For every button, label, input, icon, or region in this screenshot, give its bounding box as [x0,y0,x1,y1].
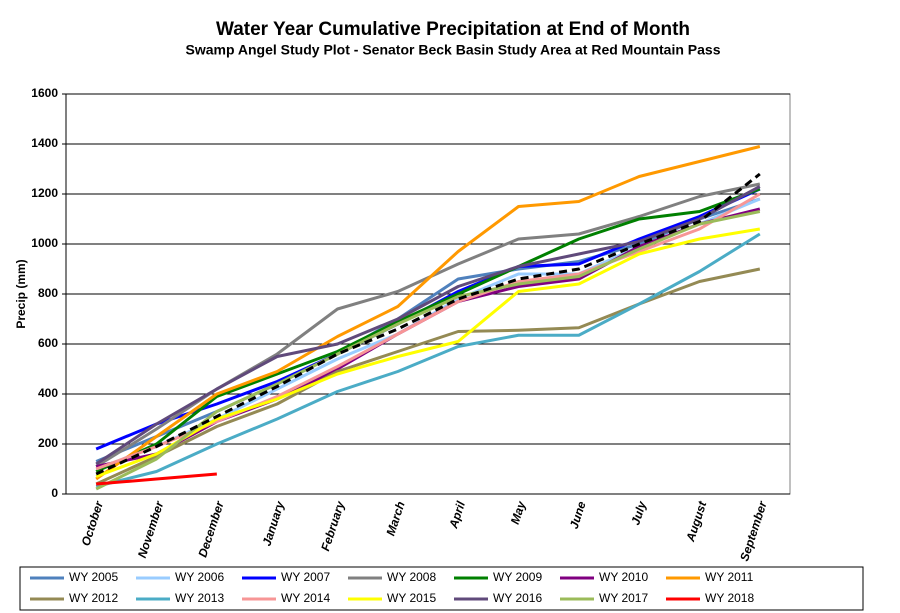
series-line [95,187,761,473]
x-tick-label: July [628,498,649,526]
y-tick-label: 200 [38,436,58,450]
x-tick-label: December [195,498,227,559]
chart-title: Water Year Cumulative Precipitation at E… [216,19,690,40]
legend-label: WY 2015 [387,591,436,605]
y-tick-label: 1600 [31,86,58,100]
y-tick-label: 800 [38,286,58,300]
chart-subtitle: Swamp Angel Study Plot - Senator Beck Ba… [186,42,721,58]
legend-label: WY 2006 [175,570,224,584]
x-tick-label: June [567,499,589,530]
series-line [95,185,761,466]
x-tick-label: October [79,498,107,547]
legend-label: WY 2018 [705,591,754,605]
legend-box [19,566,864,611]
y-tick-label: 0 [51,486,58,500]
x-tick-label: August [683,499,710,545]
series-line [95,182,761,468]
legend-label: WY 2012 [69,591,118,605]
legend-label: WY 2013 [175,591,224,605]
x-tick-label: March [383,500,407,538]
series-line [96,472,217,486]
series-line [95,172,761,476]
legend-label: WY 2014 [281,591,330,605]
x-tick-label: May [508,498,529,526]
legend-label: WY 2009 [493,570,542,584]
x-tick-label: January [259,498,287,547]
y-tick-label: 1400 [31,136,58,150]
series-line [95,232,761,488]
y-tick-label: 1000 [31,236,58,250]
legend-label: WY 2016 [493,591,542,605]
y-tick-label: 1200 [31,186,58,200]
series-line [95,227,761,478]
y-tick-label: 600 [38,336,58,350]
x-tick-label: April [446,499,468,531]
x-tick-label: November [135,498,167,559]
legend-label: WY 2010 [599,570,648,584]
x-tick-label: February [318,498,348,552]
x-tick-label: September [737,498,770,563]
legend-label: WY 2011 [705,570,754,584]
legend-label: WY 2017 [599,591,648,605]
y-axis-label: Precip (mm) [14,259,28,328]
series-line [95,210,761,491]
legend-label: WY 2005 [69,570,118,584]
y-tick-label: 400 [38,386,58,400]
legend-label: WY 2007 [281,570,330,584]
legend-label: WY 2008 [387,570,436,584]
series-line [95,145,761,481]
